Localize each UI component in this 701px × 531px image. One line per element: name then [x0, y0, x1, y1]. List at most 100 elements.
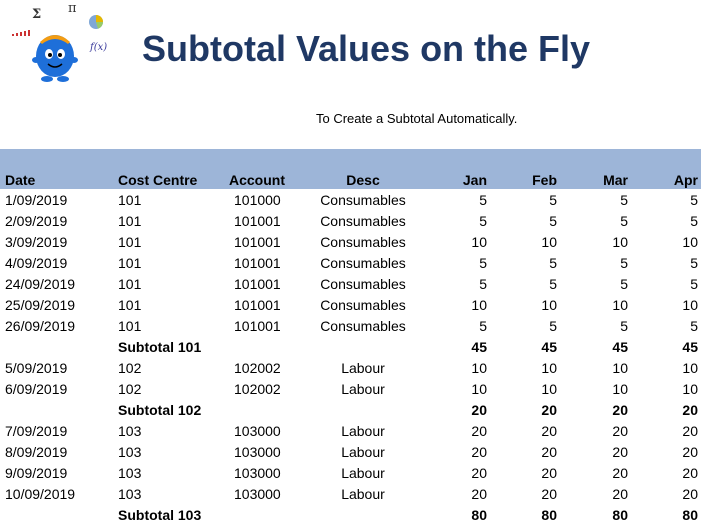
cell-apr: 5 — [690, 213, 698, 229]
cell-desc: Labour — [341, 423, 385, 439]
cell-cost-centre: 101 — [118, 297, 142, 313]
cell-desc: Labour — [341, 444, 385, 460]
cell-feb: 5 — [549, 255, 557, 271]
cell-cost-centre: 101 — [118, 234, 142, 250]
cell-mar: 5 — [620, 213, 628, 229]
cell-mar: 20 — [612, 444, 628, 460]
subtotal-feb: 80 — [541, 507, 557, 523]
cell-jan: 20 — [471, 423, 487, 439]
cell-mar: 10 — [612, 360, 628, 376]
cell-feb: 20 — [541, 444, 557, 460]
pie-chart-icon — [89, 15, 103, 29]
subtotal-feb: 45 — [541, 339, 557, 355]
cell-cost-centre: 102 — [118, 381, 142, 397]
cell-jan: 10 — [471, 234, 487, 250]
column-header-date: Date — [5, 172, 36, 188]
cell-date: 2/09/2019 — [5, 213, 68, 229]
subtotal-label: Subtotal 101 — [118, 339, 202, 355]
logo-clipart: Σ π f(x) — [12, 1, 107, 82]
cell-cost-centre: 103 — [118, 465, 142, 481]
cell-apr: 5 — [690, 192, 698, 208]
cell-apr: 5 — [690, 276, 698, 292]
column-header-apr: Apr — [673, 172, 698, 188]
cell-feb: 20 — [541, 423, 557, 439]
cell-feb: 5 — [549, 192, 557, 208]
cell-account: 101001 — [234, 213, 281, 229]
subtotal-mar: 45 — [612, 339, 628, 355]
column-header-cost-centre: Cost Centre — [118, 172, 198, 188]
cell-mar: 20 — [612, 423, 628, 439]
subtotal-mar: 20 — [612, 402, 628, 418]
cell-date: 9/09/2019 — [5, 465, 68, 481]
page-title: Subtotal Values on the Fly — [142, 28, 591, 69]
cell-jan: 20 — [471, 465, 487, 481]
bar-dots-icon — [12, 30, 30, 36]
cell-date: 25/09/2019 — [5, 297, 76, 313]
subtotal-jan: 45 — [471, 339, 487, 355]
cell-account: 102002 — [234, 381, 281, 397]
cell-apr: 10 — [682, 381, 698, 397]
cell-apr: 20 — [682, 465, 698, 481]
cell-feb: 20 — [541, 486, 557, 502]
cell-feb: 5 — [549, 318, 557, 334]
cell-apr: 20 — [682, 423, 698, 439]
cell-account: 103000 — [234, 465, 281, 481]
cell-apr: 5 — [690, 255, 698, 271]
cell-account: 101001 — [234, 318, 281, 334]
cell-date: 3/09/2019 — [5, 234, 68, 250]
sigma-icon: Σ — [32, 7, 41, 22]
subtotal-label: Subtotal 102 — [118, 402, 202, 418]
mascot-icon — [32, 35, 78, 82]
subtotal-label: Subtotal 103 — [118, 507, 202, 523]
cell-mar: 5 — [620, 276, 628, 292]
cell-date: 6/09/2019 — [5, 381, 68, 397]
cell-jan: 20 — [471, 486, 487, 502]
cell-jan: 10 — [471, 297, 487, 313]
cell-apr: 5 — [690, 318, 698, 334]
column-header-account: Account — [229, 172, 285, 188]
cell-cost-centre: 101 — [118, 213, 142, 229]
cell-apr: 10 — [682, 297, 698, 313]
cell-account: 101001 — [234, 234, 281, 250]
cell-desc: Labour — [341, 360, 385, 376]
cell-feb: 10 — [541, 297, 557, 313]
cell-feb: 20 — [541, 465, 557, 481]
fx-icon: f(x) — [89, 42, 107, 53]
cell-jan: 5 — [479, 318, 487, 334]
cell-apr: 20 — [682, 486, 698, 502]
cell-cost-centre: 103 — [118, 486, 142, 502]
column-header-desc: Desc — [346, 172, 380, 188]
cell-mar: 20 — [612, 465, 628, 481]
cell-mar: 5 — [620, 192, 628, 208]
cell-apr: 10 — [682, 234, 698, 250]
cell-desc: Labour — [341, 381, 385, 397]
cell-date: 26/09/2019 — [5, 318, 76, 334]
cell-desc: Labour — [341, 465, 385, 481]
cell-account: 101001 — [234, 297, 281, 313]
subtotal-apr: 45 — [682, 339, 698, 355]
cell-jan: 5 — [479, 192, 487, 208]
pi-icon: π — [68, 1, 77, 16]
cell-account: 102002 — [234, 360, 281, 376]
cell-desc: Consumables — [320, 297, 406, 313]
cell-mar: 5 — [620, 255, 628, 271]
cell-mar: 10 — [612, 234, 628, 250]
cell-cost-centre: 102 — [118, 360, 142, 376]
cell-desc: Consumables — [320, 234, 406, 250]
cell-desc: Consumables — [320, 255, 406, 271]
cell-cost-centre: 103 — [118, 423, 142, 439]
cell-mar: 5 — [620, 318, 628, 334]
cell-desc: Consumables — [320, 318, 406, 334]
cell-date: 1/09/2019 — [5, 192, 68, 208]
cell-feb: 5 — [549, 213, 557, 229]
cell-feb: 10 — [541, 381, 557, 397]
cell-cost-centre: 101 — [118, 318, 142, 334]
cell-jan: 5 — [479, 255, 487, 271]
cell-mar: 10 — [612, 381, 628, 397]
cell-jan: 20 — [471, 444, 487, 460]
cell-desc: Consumables — [320, 213, 406, 229]
cell-cost-centre: 101 — [118, 255, 142, 271]
column-header-feb: Feb — [532, 172, 557, 188]
cell-date: 8/09/2019 — [5, 444, 68, 460]
cell-feb: 10 — [541, 360, 557, 376]
